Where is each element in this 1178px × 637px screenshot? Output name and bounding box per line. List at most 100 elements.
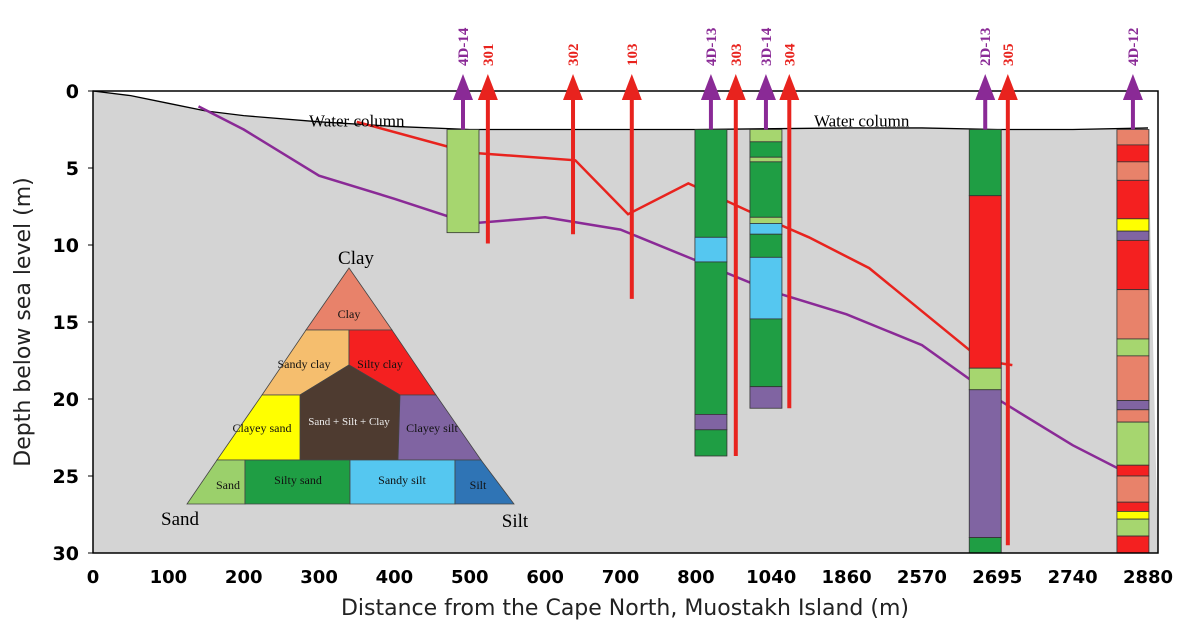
y-tick-label: 0 [66,81,79,103]
core-layer [750,387,782,409]
core-layer [969,390,1001,538]
legend-label: Silty clay [357,357,403,371]
annotation: Water column [814,111,910,130]
core-layer [969,538,1001,553]
y-tick-label: 5 [66,158,79,180]
legend-corner: Sand [161,509,200,530]
arrow-head [453,74,473,100]
core-layer [750,157,782,162]
borehole-label: 4D-13 [704,28,720,66]
core-layer [1117,536,1149,553]
core-layer [1117,502,1149,511]
x-tick-label: 400 [376,567,414,588]
core-layer [1117,422,1149,465]
core-layer [1117,465,1149,476]
borehole-label: 4D-14 [456,27,472,66]
legend-label: Silty sand [274,473,322,487]
x-tick-label: 1040 [746,567,796,588]
x-tick-label: 600 [526,567,564,588]
borehole-label: 301 [481,44,497,67]
borehole-label: 303 [729,44,745,67]
core-layer [750,257,782,319]
arrow-head [563,74,583,100]
core-layer [969,368,1001,390]
legend-label: Clay [338,307,361,321]
core-layer [695,430,727,456]
legend-label: Sandy silt [378,473,426,487]
arrow-head [975,74,995,100]
core-layer [1117,219,1149,231]
core-layer [750,223,782,234]
core-layer [1117,410,1149,422]
borehole-label: 2D-13 [978,28,994,66]
arrow-head [1123,74,1143,100]
core-layer [1117,231,1149,240]
chart: Water column Water column Distance from t… [0,0,1178,637]
core-layer [750,234,782,257]
arrow-head [779,74,799,100]
core-layer [1117,476,1149,502]
x-tick-label: 2570 [897,567,947,588]
x-tick-label: 700 [602,567,640,588]
arrow-head [998,74,1018,100]
core-layer [1117,130,1149,145]
core-layer [750,142,782,157]
arrow-head [622,74,642,100]
x-tick-label: 0 [87,567,100,588]
borehole-label: 302 [566,44,582,67]
core-layer [695,414,727,429]
legend-label: Clayey silt [406,421,458,435]
borehole-label: 3D-14 [759,27,775,66]
x-tick-label: 100 [150,567,188,588]
borehole-label: 103 [625,44,641,67]
core-layer [1117,511,1149,519]
core-layer [1117,290,1149,339]
core-layer [750,162,782,217]
x-tick-label: 2695 [972,567,1022,588]
core-layer [447,130,479,233]
legend-corner: Clay [338,248,374,269]
legend-label: Sandy clay [278,357,331,371]
y-tick-label: 25 [53,466,79,488]
y-tick-label: 20 [53,389,79,411]
core-layer [750,217,782,223]
core-layer [1117,240,1149,289]
x-axis-title: Distance from the Cape North, Muostakh I… [341,596,909,621]
borehole-label: 4D-12 [1126,28,1142,66]
legend-label: Silt [470,478,487,492]
core-layer [695,262,727,414]
borehole-label: 305 [1001,44,1017,67]
y-tick-label: 30 [53,543,79,565]
core-layer [1117,401,1149,410]
core-layer [1117,145,1149,162]
legend-label: Sand + Silt + Clay [308,416,390,428]
legend-label: Sand [216,478,240,492]
core-layer [1117,356,1149,401]
core-layer [695,130,727,238]
x-tick-label: 500 [451,567,489,588]
core-layer [1117,162,1149,180]
core-layer [1117,180,1149,219]
core-layer [969,196,1001,368]
x-tick-label: 2740 [1048,567,1098,588]
x-tick-label: 300 [300,567,338,588]
y-axis-title: Depth below sea level (m) [11,177,36,466]
arrow-head [726,74,746,100]
core-layer [969,130,1001,196]
borehole-label: 304 [782,43,798,66]
core-layer [750,130,782,142]
arrow-head [478,74,498,100]
annotation: Water column [309,111,405,130]
core-layer [750,319,782,387]
arrow-head [701,74,721,100]
y-tick-label: 15 [53,312,79,334]
legend-corner: Silt [502,511,529,532]
x-tick-label: 1860 [822,567,872,588]
legend-label: Clayey sand [233,421,292,435]
core-layer [1117,519,1149,536]
core-layer [1117,339,1149,356]
x-tick-label: 200 [225,567,263,588]
core-layer [695,237,727,262]
x-tick-label: 2880 [1123,567,1173,588]
y-tick-label: 10 [53,235,79,257]
